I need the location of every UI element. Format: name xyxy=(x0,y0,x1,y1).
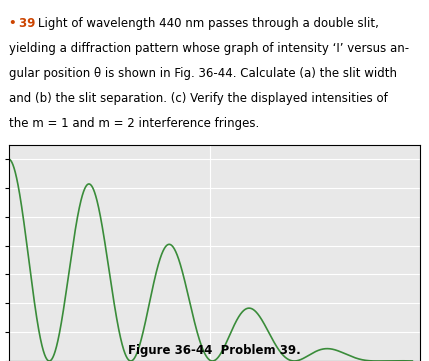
Text: yielding a diffraction pattern whose graph of intensity ‘I’ versus an-: yielding a diffraction pattern whose gra… xyxy=(9,42,409,55)
Text: and (b) the slit separation. (c) Verify the displayed intensities of: and (b) the slit separation. (c) Verify … xyxy=(9,92,387,105)
Text: gular position θ is shown in Fig. 36-44. Calculate (a) the slit width: gular position θ is shown in Fig. 36-44.… xyxy=(9,67,396,80)
Text: • 39: • 39 xyxy=(9,17,35,30)
Text: Figure 36-44  Problem 39.: Figure 36-44 Problem 39. xyxy=(128,344,301,357)
Text: Light of wavelength 440 nm passes through a double slit,: Light of wavelength 440 nm passes throug… xyxy=(38,17,379,30)
Text: the m = 1 and m = 2 interference fringes.: the m = 1 and m = 2 interference fringes… xyxy=(9,117,259,130)
